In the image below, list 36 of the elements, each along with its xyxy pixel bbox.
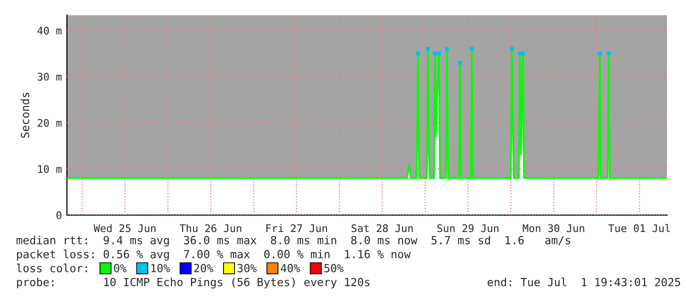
y-axis-title: Seconds [20, 92, 30, 138]
point [470, 46, 474, 51]
x-tick-label: Mon 30 Jun [522, 224, 584, 232]
y-tick-label: 20 m [38, 118, 62, 127]
y-tick-label: 10 m [38, 165, 62, 173]
x-tick-label: Sun 29 Jun [437, 224, 498, 232]
x-tick-label: Fri 27 Jun [266, 224, 327, 232]
y-tick-label: 30 m [38, 72, 62, 81]
x-tick-label: Wed 25 Jun [94, 224, 156, 232]
point [598, 51, 602, 56]
line-series [66, 48, 668, 179]
point [606, 51, 611, 56]
legend-label: 10% [151, 264, 170, 272]
point [416, 51, 420, 56]
point [520, 51, 525, 56]
x-tick-label: Sat 28 Jun [352, 224, 413, 232]
text: median rtt: 9.4 ms avg 36.0 ms max 8.0 ms min 8.0 ms now 5.7 ms sd 1.6 am/s [16, 236, 570, 247]
text: end: Tue Jul 1 19:43:01 2025 [488, 278, 680, 286]
point [510, 46, 514, 51]
text: packet loss: 0.56 % avg 7.00 % max 0.00 % min 1.16 % now [17, 250, 411, 261]
point [458, 60, 462, 65]
point [426, 46, 430, 51]
y-tick-label: 40 m [37, 26, 62, 35]
legend-label: 20% [194, 264, 214, 272]
point [432, 51, 437, 56]
legend-label: 0% [114, 264, 126, 272]
legend-title: loss color: [16, 264, 87, 272]
legend-label: 30% [238, 264, 257, 272]
legend-label: 40% [280, 264, 300, 272]
legend-label: 50% [324, 264, 344, 272]
point [436, 51, 441, 56]
y-tick-label: 0 [56, 211, 62, 220]
x-tick-label: Tue 01 Jul [608, 224, 670, 232]
x-tick-label: Thu 26 Jun [180, 224, 242, 232]
text: probe: 10 ICMP Echo Pings (56 Bytes) every 120s [17, 278, 370, 288]
point [444, 46, 449, 51]
